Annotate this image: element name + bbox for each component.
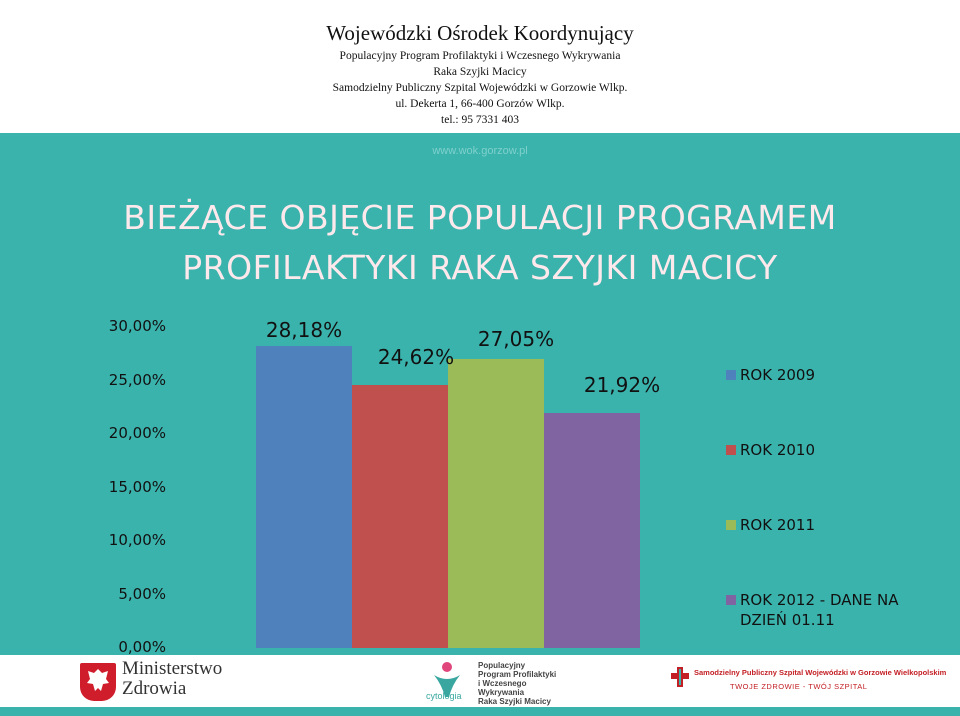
- legend-label: ROK 2012 - DANE NA DZIEŃ 01.11: [740, 591, 899, 629]
- y-tick-label: 5,00%: [118, 584, 166, 603]
- website-url[interactable]: www.wok.gorzow.pl: [432, 145, 528, 157]
- y-tick-label: 0,00%: [118, 638, 166, 656]
- bar-3: [448, 358, 544, 648]
- polish-eagle-emblem-icon: [80, 663, 116, 701]
- ministry-line-1: Ministerstwo: [122, 658, 223, 679]
- y-tick-label: 30,00%: [108, 317, 166, 335]
- cytologia-wordmark: cytologia: [426, 691, 462, 701]
- legend-label: ROK 2009: [740, 366, 816, 384]
- address-line: ul. Dekerta 1, 66-400 Gorzów Wlkp.: [395, 98, 565, 110]
- y-tick-label: 10,00%: [108, 531, 166, 549]
- slide-title: BIEŻĄCE OBJĘCIE POPULACJI PROGRAMEM PROF…: [0, 193, 960, 293]
- legend-swatch: [726, 445, 736, 455]
- y-tick-label: 15,00%: [108, 477, 166, 496]
- organization-title: Wojewódzki Ośrodek Koordynujący: [326, 21, 634, 45]
- cytologia-text-line: Wykrywania: [478, 688, 525, 697]
- header-panel: Wojewódzki Ośrodek Koordynujący Populacy…: [0, 0, 960, 133]
- y-tick-label: 20,00%: [108, 424, 166, 442]
- hospital-name: Samodzielny Publiczny Szpital Wojewódzki…: [694, 668, 947, 677]
- hospital-slogan: TWOJE ZDROWIE - TWÓJ SZPITAL: [730, 682, 868, 691]
- cytologia-text-line: Populacyjny: [478, 661, 526, 670]
- bar-1: [256, 346, 352, 648]
- program-line-2: Raka Szyjki Macicy: [433, 66, 527, 78]
- legend-swatch: [726, 370, 736, 380]
- ministry-line-2: Zdrowia: [122, 678, 187, 699]
- cytologia-logo-icon: [434, 662, 460, 697]
- cytologia-text-line: i Wczesnego: [478, 679, 527, 688]
- cytologia-program-text: Populacyjny Program Profilaktyki i Wczesne…: [478, 661, 556, 706]
- legend-label: ROK 2010: [740, 441, 816, 459]
- legend-swatch: [726, 520, 736, 530]
- phone-line: tel.: 95 7331 403: [441, 114, 519, 126]
- slide-title-line-1: BIEŻĄCE OBJĘCIE POPULACJI PROGRAMEM: [123, 198, 837, 237]
- bar-2: [352, 384, 448, 648]
- bar-chart: 30,00% 25,00% 20,00% 15,00% 10,00% 5,00% 0,00%…: [0, 310, 960, 656]
- bottom-stripe: [0, 707, 960, 716]
- hospital-line: Samodzielny Publiczny Szpital Wojewódzki…: [332, 82, 628, 94]
- data-label: 21,92%: [583, 373, 661, 398]
- legend-label: ROK 2011: [740, 516, 816, 534]
- cytologia-text-line: Program Profilaktyki: [478, 670, 557, 679]
- hospital-cross-icon: [671, 667, 689, 687]
- slide-title-line-2: PROFILAKTYKI RAKA SZYJKI MACICY: [182, 248, 778, 287]
- y-tick-label: 25,00%: [108, 370, 166, 389]
- data-label: 28,18%: [265, 318, 343, 343]
- ministry-name: Ministerstwo Zdrowia: [122, 659, 222, 699]
- bar-4: [544, 413, 640, 648]
- data-label: 27,05%: [477, 326, 555, 351]
- footer-logos: Ministerstwo Zdrowia cytologia Populacyj…: [0, 655, 960, 707]
- program-line-1: Populacyjny Program Profilaktyki i Wczes…: [339, 50, 621, 62]
- data-label: 24,62%: [377, 344, 455, 369]
- legend-swatch: [726, 595, 736, 605]
- cytologia-text-line: Raka Szyjki Macicy: [478, 697, 551, 706]
